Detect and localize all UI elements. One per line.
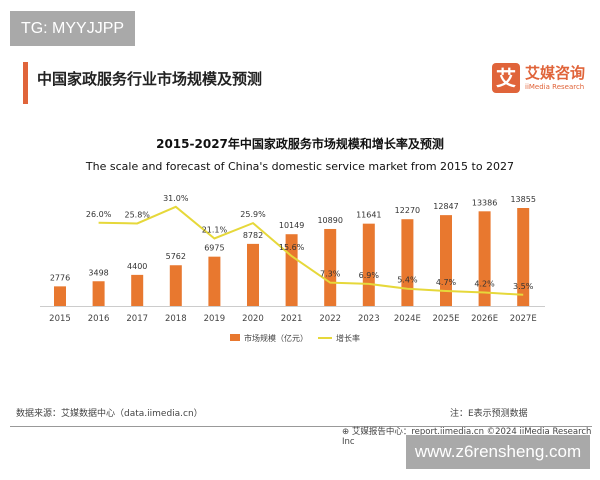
x-tick-label: 2020 [242, 314, 264, 324]
bar-value-label: 10890 [317, 216, 342, 225]
line-value-label: 21.1% [202, 225, 228, 234]
legend-swatch-bar [230, 334, 240, 341]
bar [401, 219, 414, 306]
watermark-top: TG: MYYJJPP [10, 11, 135, 46]
bar-value-label: 6975 [204, 244, 224, 253]
x-tick-label: 2023 [358, 314, 380, 324]
x-tick-label: 2016 [88, 314, 110, 324]
chart-subtitle: The scale and forecast of China's domest… [85, 160, 515, 173]
bar-value-label: 3498 [88, 268, 108, 277]
x-tick-label: 2026E [471, 314, 498, 324]
bar-value-label: 13855 [510, 195, 535, 204]
bar [324, 228, 337, 306]
legend-label: 市场规模（亿元） [244, 333, 308, 343]
bar [131, 274, 144, 306]
bar [247, 243, 259, 306]
x-tick-label: 2024E [394, 314, 421, 324]
bar-value-label: 8782 [243, 231, 263, 240]
bar-value-label: 11641 [356, 211, 381, 220]
data-source: 数据来源：艾媒数据中心（data.iimedia.cn） [16, 409, 203, 419]
legend-label: 增长率 [336, 333, 360, 343]
globe-icon: ⊕ [342, 427, 352, 437]
logo-name-en: iiMedia Research [525, 83, 585, 91]
x-tick-label: 2025E [432, 314, 459, 324]
logo-mark: 艾 [492, 63, 520, 93]
bar [362, 223, 375, 306]
line-value-label: 4.2% [474, 280, 495, 289]
line-value-label: 7.3% [320, 270, 341, 279]
x-tick-label: 2027E [510, 314, 537, 324]
x-tick-label: 2015 [49, 314, 71, 324]
x-tick-label: 2021 [281, 314, 303, 324]
bar [208, 256, 221, 306]
line-value-label: 3.5% [513, 282, 534, 291]
line-value-label: 31.0% [163, 194, 189, 203]
line-value-label: 25.9% [240, 210, 266, 219]
forecast-note: 注：E表示预测数据 [450, 409, 528, 419]
line-value-label: 26.0% [86, 210, 112, 219]
watermark-bottom: www.z6rensheng.com [406, 435, 590, 469]
bar-value-label: 5762 [166, 252, 186, 261]
logo: 艾 艾媒咨询 iiMedia Research [492, 62, 592, 96]
x-tick-label: 2022 [319, 314, 341, 324]
report-center: ⊕ 艾媒报告中心：report.iimedia.cn ©2024 iiMedia… [342, 425, 600, 447]
line-value-label: 6.9% [359, 271, 380, 280]
x-tick-label: 2018 [165, 314, 187, 324]
bar [169, 265, 182, 306]
bar [517, 208, 530, 306]
line-value-label: 25.8% [124, 210, 150, 219]
line-value-label: 15.6% [279, 243, 305, 252]
bar [54, 286, 66, 306]
bar [92, 281, 105, 306]
bar-value-label: 4400 [127, 262, 147, 271]
line-value-label: 5.4% [397, 276, 418, 285]
bar-value-label: 2776 [50, 273, 70, 282]
report-text: 艾媒报告中心：report.iimedia.cn ©2024 iiMedia R… [342, 427, 592, 447]
chart-title: 2015-2027年中国家政服务市场规模和增长率及预测 [156, 137, 444, 151]
bar-value-label: 13386 [472, 198, 497, 207]
bar-value-label: 10149 [279, 221, 304, 230]
bar-value-label: 12847 [433, 202, 458, 211]
x-tick-label: 2017 [126, 314, 148, 324]
bar [478, 211, 491, 306]
page-title: 中国家政服务行业市场规模及预测 [37, 70, 263, 88]
line-value-label: 4.7% [436, 278, 457, 287]
chart: 2776 2015 3498 2016 4400 2017 5762 2018 6975 2019… [40, 194, 545, 343]
logo-name-cn: 艾媒咨询 [525, 64, 586, 82]
footer-divider [10, 426, 592, 427]
title-accent-bar [23, 62, 28, 104]
bar [285, 234, 298, 306]
bar-value-label: 12270 [395, 206, 420, 215]
bar [440, 215, 452, 306]
growth-line [98, 205, 524, 296]
x-tick-label: 2019 [204, 314, 226, 324]
